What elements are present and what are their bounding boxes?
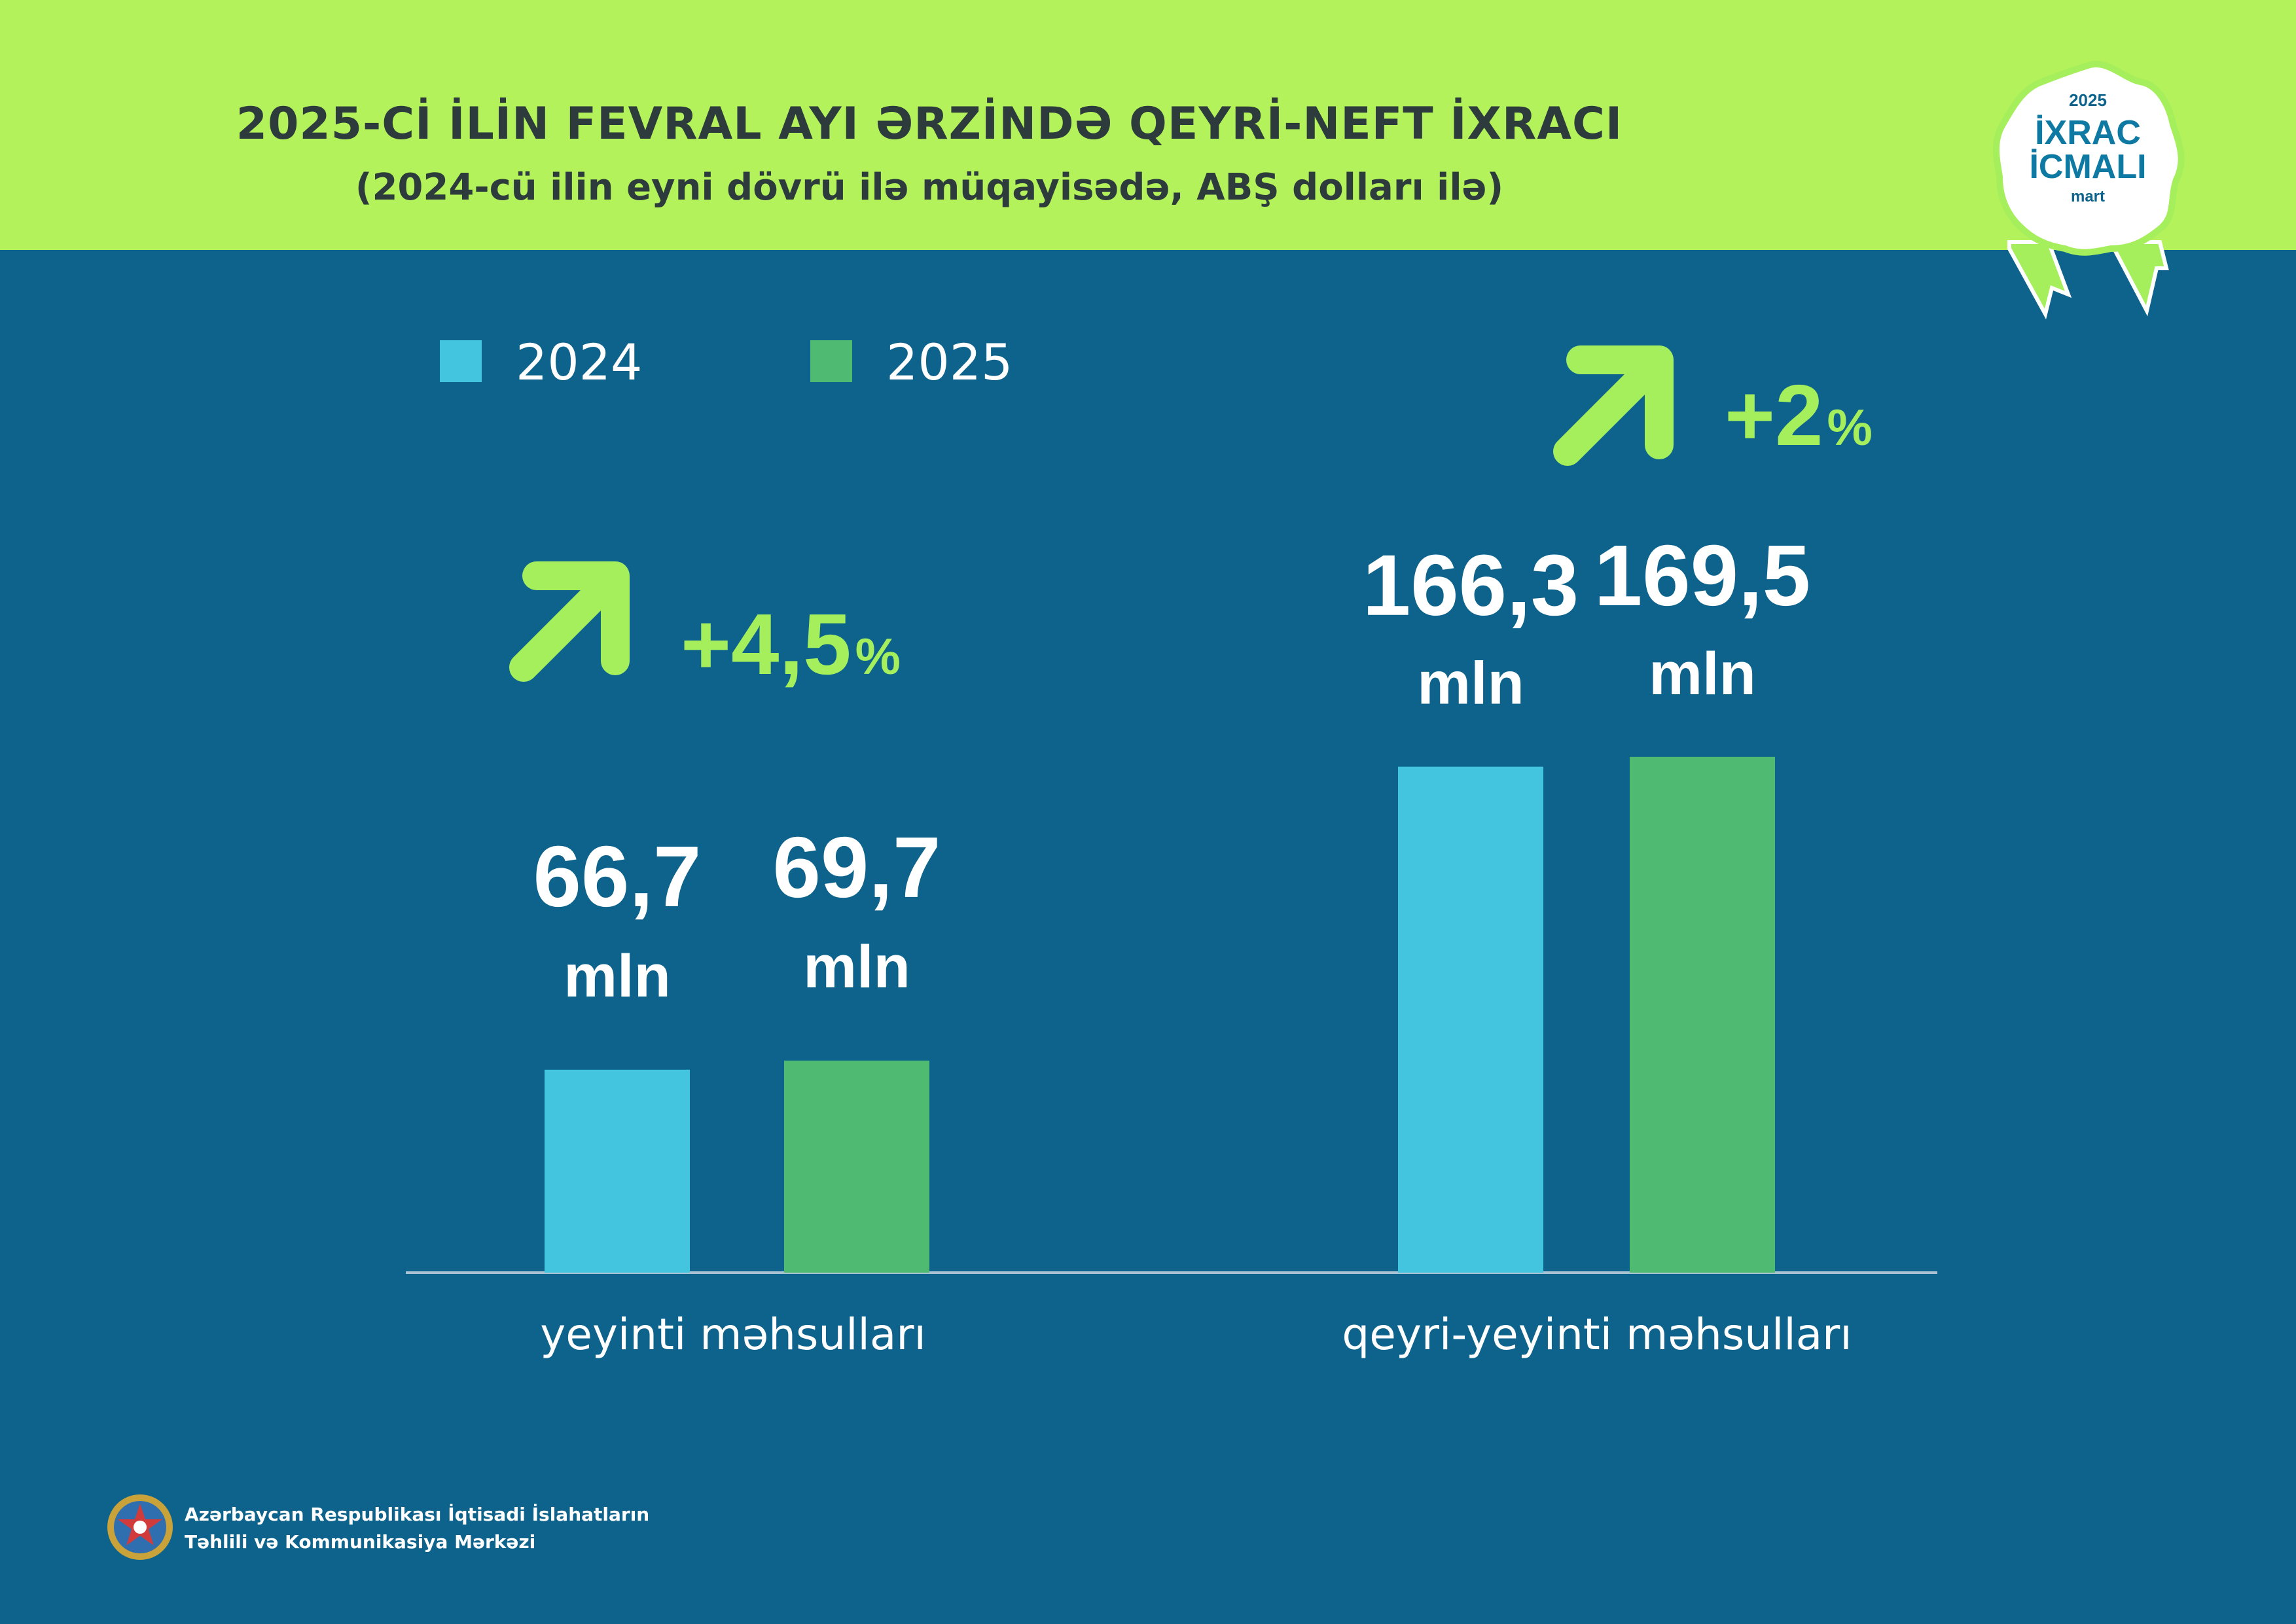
bar-unit-2025-0: mln [803, 934, 910, 1000]
bar-value-2024-1: 166,3 [1363, 537, 1579, 633]
legend-swatch-2025 [810, 340, 852, 382]
page-subtitle: (2024-cü ilin eyni dövrü ilə müqayisədə,… [355, 166, 1504, 209]
bar-2024-0 [545, 1069, 690, 1273]
growth-percent-0: % [855, 627, 901, 685]
header-band: 2025-Cİ İLİN FEVRAL AYI ƏRZİNDƏ QEYRİ-NE… [0, 0, 2296, 250]
badge-year: 2025 [2069, 90, 2107, 110]
page-title: 2025-Cİ İLİN FEVRAL AYI ƏRZİNDƏ QEYRİ-NE… [236, 98, 1623, 150]
badge-line2: İCMALI [2029, 148, 2146, 186]
growth-percent-1: % [1827, 398, 1873, 456]
arrow-up-right-icon [509, 561, 630, 682]
state-emblem-icon [107, 1494, 173, 1560]
badge-month: mart [2071, 188, 2105, 205]
growth-value-1: +2 [1725, 367, 1823, 463]
bar-unit-2024-0: mln [564, 943, 671, 1010]
bar-unit-2025-1: mln [1649, 641, 1756, 707]
arrow-up-right-icon [1553, 345, 1674, 466]
bar-value-2025-0: 69,7 [773, 819, 941, 915]
footer-org-line2: Təhlili və Kommunikasiya Mərkəzi [185, 1531, 536, 1553]
legend-label-2024: 2024 [516, 333, 642, 391]
bar-value-2024-0: 66,7 [533, 828, 702, 925]
growth-value-0: +4,5 [681, 596, 852, 692]
category-label-0: yeyinti məhsulları [540, 1309, 926, 1360]
bar-value-2025-1: 169,5 [1594, 527, 1810, 624]
footer-org-line1: Azərbaycan Respublikası İqtisadi İslahat… [185, 1504, 650, 1525]
bar-2025-1 [1630, 756, 1775, 1273]
rosette-badge-icon: 2025 İXRAC İCMALI mart [1993, 61, 2185, 320]
legend-label-2025: 2025 [886, 333, 1013, 391]
legend-swatch-2024 [440, 340, 482, 382]
badge-line1: İXRAC [2035, 114, 2141, 152]
category-label-1: qeyri-yeyinti məhsulları [1342, 1309, 1852, 1360]
bar-2025-0 [784, 1060, 929, 1273]
bar-2024-1 [1398, 766, 1543, 1273]
bar-unit-2024-1: mln [1417, 650, 1524, 717]
